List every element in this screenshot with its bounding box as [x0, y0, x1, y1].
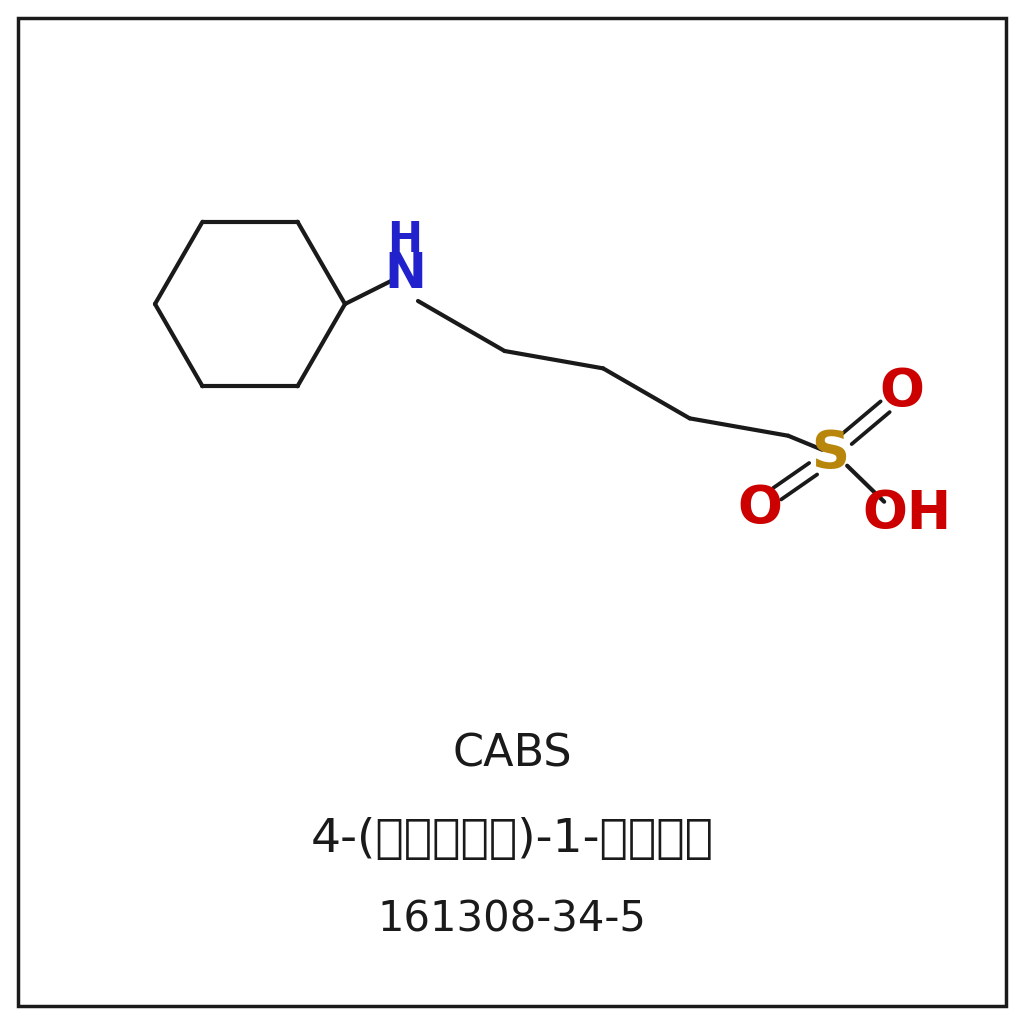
Text: H: H — [387, 219, 423, 261]
Text: OH: OH — [862, 487, 951, 540]
Text: S: S — [811, 428, 849, 479]
Text: 4-(环己基氨基)-1-丁烷磺酸: 4-(环己基氨基)-1-丁烷磺酸 — [310, 816, 714, 861]
Text: N: N — [384, 250, 426, 298]
Text: O: O — [737, 482, 782, 535]
Text: 161308-34-5: 161308-34-5 — [378, 898, 646, 940]
Text: CABS: CABS — [453, 732, 571, 775]
Text: O: O — [880, 366, 925, 418]
